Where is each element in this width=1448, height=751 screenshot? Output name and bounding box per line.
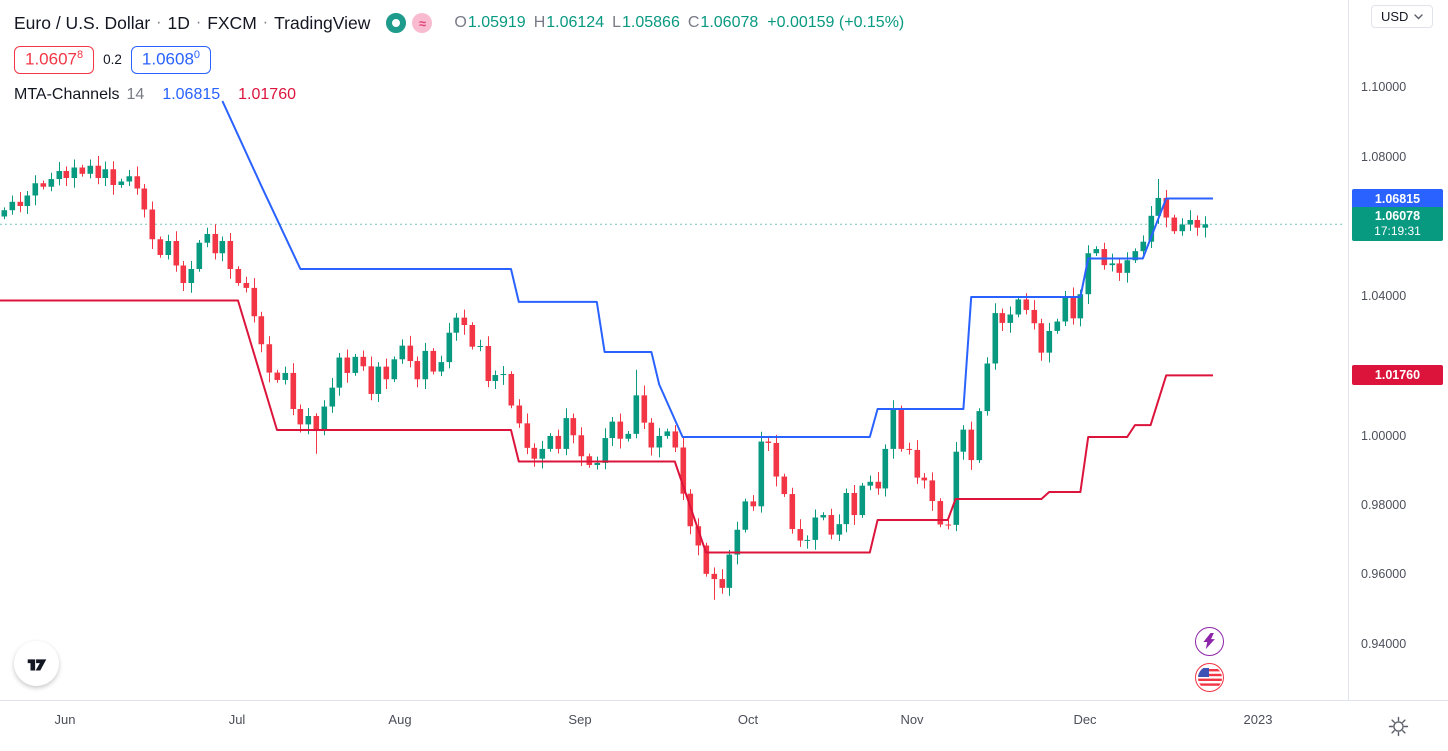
teal-dot-marker-icon bbox=[386, 13, 407, 33]
time-label: Nov bbox=[900, 712, 924, 727]
close-value: 1.06078 bbox=[700, 14, 759, 31]
indicator-name[interactable]: MTA-Channels bbox=[14, 85, 120, 103]
exchange-label: FXCM bbox=[207, 12, 257, 33]
sell-button[interactable]: 1.06078 bbox=[14, 46, 95, 74]
price-label: 1.00000 bbox=[1361, 429, 1407, 443]
sell-price: 1.0607 bbox=[25, 49, 77, 69]
axis-corner bbox=[1349, 701, 1448, 751]
brand-label: TradingView bbox=[274, 12, 371, 33]
indicator-upper-value: 1.06815 bbox=[162, 85, 221, 103]
time-label: Dec bbox=[1073, 712, 1097, 727]
approx-marker-icon: ≈ bbox=[412, 13, 433, 33]
last-price-value: 1.06078 bbox=[1374, 209, 1421, 223]
open-label: O bbox=[454, 14, 467, 31]
upper-channel-price-badge: 1.06815 bbox=[1352, 189, 1443, 209]
price-label: 1.04000 bbox=[1361, 289, 1407, 303]
chart-pane[interactable] bbox=[0, 0, 1348, 700]
legend-indicator-row[interactable]: MTA-Channels 14 1.06815 1.01760 bbox=[14, 86, 904, 104]
high-label: H bbox=[533, 14, 546, 31]
gear-icon[interactable] bbox=[1388, 716, 1409, 737]
ohlc-readout: O 1.05919 H 1.06124 L 1.05866 C 1.06078 +0.0… bbox=[446, 14, 904, 32]
price-label: 0.94000 bbox=[1361, 637, 1407, 651]
idea-marker-button[interactable] bbox=[1195, 627, 1224, 656]
last-price-badge: 1.06078 17:19:31 bbox=[1352, 207, 1443, 241]
low-label: L bbox=[612, 14, 622, 31]
lightning-bolt-icon bbox=[1203, 633, 1215, 650]
tradingview-logo-icon bbox=[27, 658, 46, 670]
price-axis-divider bbox=[1348, 0, 1349, 700]
high-value: 1.06124 bbox=[546, 14, 605, 31]
economic-event-button[interactable] bbox=[1195, 663, 1224, 692]
price-label: 1.10000 bbox=[1361, 80, 1407, 94]
open-value: 1.05919 bbox=[467, 14, 526, 31]
chevron-down-icon bbox=[1414, 13, 1424, 19]
indicator-param: 14 bbox=[126, 85, 145, 103]
lower-channel-price-badge: 1.01760 bbox=[1352, 365, 1443, 385]
currency-selector-button[interactable]: USD bbox=[1371, 5, 1434, 28]
change-value: +0.00159 (+0.15%) bbox=[767, 14, 905, 31]
symbol-title[interactable]: Euro / U.S. Dollar bbox=[14, 12, 151, 33]
candlesticks bbox=[1, 155, 1209, 600]
time-scale[interactable]: Jun Jul Aug Sep Oct Nov Dec 2023 bbox=[0, 701, 1348, 751]
legend-source-row[interactable]: Euro / U.S. Dollar · 1D · FXCM · Trading… bbox=[14, 8, 904, 38]
price-scale[interactable]: USD 1.06815 1.06078 17:19:31 1.01760 1.1… bbox=[1349, 0, 1448, 700]
interval-label[interactable]: 1D bbox=[167, 12, 190, 33]
bar-countdown-timer: 17:19:31 bbox=[1374, 224, 1421, 238]
spread-value: 0.2 bbox=[103, 52, 122, 68]
low-value: 1.05866 bbox=[622, 14, 680, 31]
price-label: 0.98000 bbox=[1361, 498, 1407, 512]
time-label: Jun bbox=[54, 712, 76, 727]
indicator-lower-value: 1.01760 bbox=[238, 85, 296, 103]
title-separator: · bbox=[262, 14, 269, 31]
time-label: Oct bbox=[737, 712, 759, 727]
close-label: C bbox=[687, 14, 700, 31]
sell-price-fraction: 8 bbox=[77, 49, 84, 61]
upper-channel-line bbox=[221, 100, 1213, 438]
currency-label: USD bbox=[1381, 9, 1409, 24]
title-separator: · bbox=[156, 14, 162, 31]
price-label: 0.96000 bbox=[1361, 567, 1407, 581]
time-axis-divider bbox=[0, 700, 1448, 701]
price-label: 1.08000 bbox=[1361, 150, 1407, 164]
time-label: Jul bbox=[228, 712, 246, 727]
quote-row: 1.06078 0.2 1.06080 bbox=[14, 46, 904, 74]
time-label: 2023 bbox=[1243, 712, 1273, 727]
title-separator: · bbox=[195, 14, 202, 31]
tradingview-logo-button[interactable] bbox=[14, 641, 59, 686]
buy-price-fraction: 0 bbox=[193, 49, 201, 61]
us-flag-icon bbox=[1197, 667, 1222, 686]
lower-channel-line bbox=[0, 299, 1213, 554]
chart-legend: Euro / U.S. Dollar · 1D · FXCM · Trading… bbox=[14, 8, 904, 104]
buy-button[interactable]: 1.06080 bbox=[130, 46, 212, 74]
buy-price: 1.0608 bbox=[141, 49, 194, 69]
time-label: Aug bbox=[388, 712, 412, 727]
time-label: Sep bbox=[568, 712, 592, 727]
